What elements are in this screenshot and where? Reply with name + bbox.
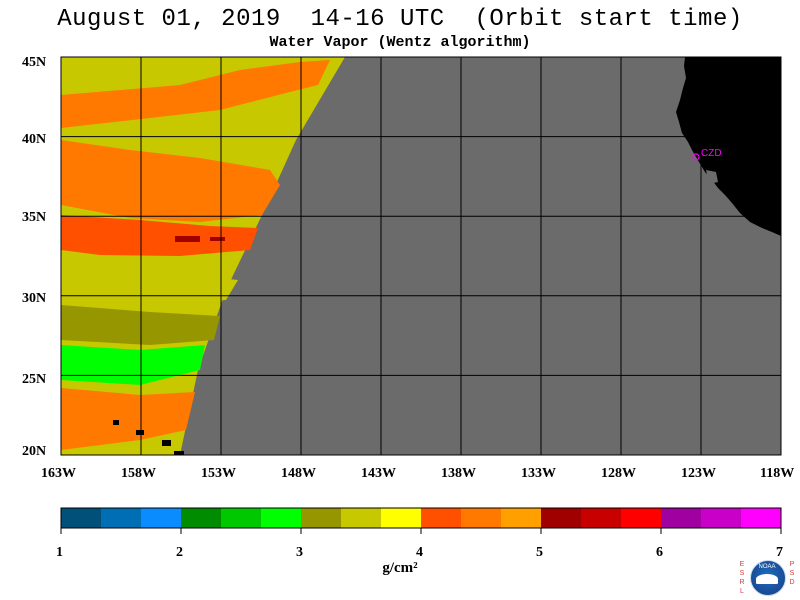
colorbar-swatch bbox=[301, 508, 342, 528]
latitude-labels: 45N 40N 35N 30N 25N 20N bbox=[22, 55, 46, 459]
station-marker-dot bbox=[692, 153, 700, 161]
longitude-labels: 163W 158W 153W 148W 143W 138W 133W 128W … bbox=[41, 466, 794, 481]
lat-label: 30N bbox=[22, 291, 46, 306]
colorbar-tick-label: 4 bbox=[416, 545, 423, 560]
colorbar-tick-label: 1 bbox=[56, 545, 63, 560]
california-coastline-land bbox=[676, 57, 781, 236]
colorbar-tick-label: 5 bbox=[536, 545, 543, 560]
lat-label: 45N bbox=[22, 55, 46, 70]
colorbar-swatch bbox=[61, 508, 102, 528]
lon-label: 148W bbox=[281, 466, 316, 481]
colorbar-tick-label: 7 bbox=[776, 545, 783, 560]
colorbar-swatch bbox=[541, 508, 582, 528]
colorbar-swatch bbox=[101, 508, 142, 528]
colorbar-tick-label: 6 bbox=[656, 545, 663, 560]
moisture-band-high-mid bbox=[61, 140, 280, 222]
sf-bay-notch bbox=[706, 170, 718, 184]
moisture-band-peak bbox=[175, 236, 225, 242]
moisture-band-moderate bbox=[61, 262, 238, 305]
colorbar-unit-label: g/cm² bbox=[382, 560, 418, 576]
colorbar-swatch bbox=[181, 508, 222, 528]
moisture-band-high-center bbox=[61, 215, 258, 256]
lon-label: 163W bbox=[41, 466, 76, 481]
lon-label: 158W bbox=[121, 466, 156, 481]
island-oahu bbox=[136, 430, 144, 435]
lat-label: 20N bbox=[22, 444, 46, 459]
lon-label: 138W bbox=[441, 466, 476, 481]
lat-lon-grid bbox=[61, 57, 781, 455]
colorbar-swatch bbox=[421, 508, 462, 528]
colorbar-swatch bbox=[701, 508, 742, 528]
colorbar-swatch bbox=[501, 508, 542, 528]
station-marker-czd: CZD bbox=[692, 148, 722, 161]
island-maui bbox=[162, 440, 171, 446]
colorbar-swatch bbox=[341, 508, 382, 528]
noaa-bird-icon bbox=[756, 574, 778, 584]
colorbar-tick-label: 3 bbox=[296, 545, 303, 560]
satellite-swath bbox=[61, 57, 345, 455]
lon-label: 118W bbox=[760, 466, 794, 481]
hawaii-islands bbox=[113, 420, 184, 455]
moisture-band-high-south bbox=[61, 388, 195, 450]
lon-label: 123W bbox=[681, 466, 716, 481]
page-title: August 01, 2019 14-16 UTC (Orbit start t… bbox=[57, 6, 743, 33]
noaa-esrl-psd-logo: E S R L NOAA P S D bbox=[738, 558, 796, 598]
lon-label: 128W bbox=[601, 466, 636, 481]
lon-label: 143W bbox=[361, 466, 396, 481]
noaa-seal-text: NOAA bbox=[758, 564, 776, 570]
lat-label: 25N bbox=[22, 372, 46, 387]
logo-esrl-letters: E S R L bbox=[739, 561, 745, 595]
lat-label: 35N bbox=[22, 210, 46, 225]
colorbar-swatch bbox=[621, 508, 662, 528]
island-hawaii bbox=[174, 451, 184, 455]
logo-psd-letters: P S D bbox=[789, 561, 795, 586]
colorbar-swatch bbox=[141, 508, 182, 528]
map-plot-area: CZD bbox=[61, 57, 781, 455]
lon-label: 153W bbox=[201, 466, 236, 481]
colorbar-swatch bbox=[581, 508, 622, 528]
colorbar bbox=[60, 508, 782, 534]
colorbar-tick-label: 2 bbox=[176, 545, 183, 560]
colorbar-swatch bbox=[661, 508, 702, 528]
colorbar-swatch bbox=[261, 508, 302, 528]
lat-label: 40N bbox=[22, 132, 46, 147]
colorbar-frame bbox=[60, 507, 782, 529]
colorbar-tick-labels: 1 2 3 4 5 6 7 bbox=[56, 545, 783, 560]
page-subtitle: Water Vapor (Wentz algorithm) bbox=[269, 34, 531, 51]
colorbar-swatch bbox=[741, 508, 782, 528]
island-kauai bbox=[113, 420, 119, 425]
lon-label: 133W bbox=[521, 466, 556, 481]
station-label: CZD bbox=[701, 148, 722, 159]
moisture-band-high-north bbox=[61, 60, 330, 128]
colorbar-swatch bbox=[221, 508, 262, 528]
map-frame bbox=[60, 56, 782, 456]
colorbar-swatch bbox=[381, 508, 422, 528]
colorbar-swatch bbox=[461, 508, 502, 528]
